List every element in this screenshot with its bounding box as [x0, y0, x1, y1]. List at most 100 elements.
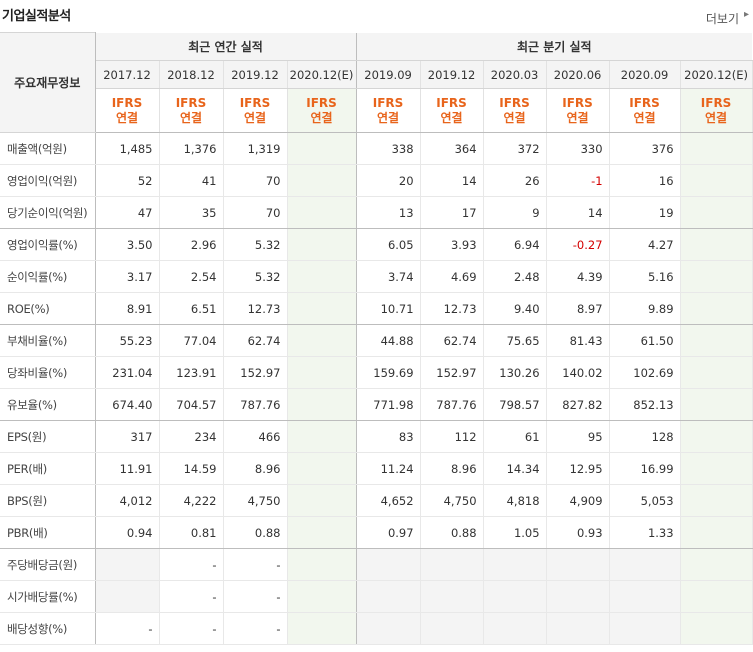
- ifrs-label: IFRS 연결: [159, 88, 224, 133]
- table-cell: 70: [223, 196, 288, 229]
- table-cell: [680, 548, 753, 581]
- section-title: 기업실적분석: [2, 9, 71, 24]
- table-cell: 81.43: [546, 324, 610, 357]
- table-cell: 5.32: [223, 260, 288, 293]
- row-label: 주당배당금(원): [0, 548, 96, 581]
- quarter-period-header: 2020.09: [609, 60, 681, 89]
- ifrs-label: IFRS 연결: [420, 88, 484, 133]
- table-cell: [680, 132, 753, 165]
- table-cell: 4,909: [546, 484, 610, 517]
- table-cell: [95, 580, 160, 613]
- ifrs-label: IFRS 연결: [680, 88, 753, 133]
- table-cell: [287, 196, 357, 229]
- table-cell: 5.32: [223, 228, 288, 261]
- period-header-row: 2017.12 2018.12 2019.12 2020.12(E) 2019.09 20…: [0, 60, 753, 89]
- row-label: 순이익률(%): [0, 260, 96, 293]
- quarter-period-header: 2020.03: [483, 60, 547, 89]
- table-cell: 14: [420, 164, 484, 197]
- table-cell: 102.69: [609, 356, 681, 389]
- table-cell: [287, 484, 357, 517]
- row-label-header: 주요재무정보: [0, 32, 96, 133]
- table-cell: 787.76: [420, 388, 484, 421]
- table-cell: -: [159, 612, 224, 645]
- table-cell: 13: [356, 196, 421, 229]
- ifrs-bottom-label: 연결: [633, 110, 656, 125]
- table-cell: 704.57: [159, 388, 224, 421]
- table-row: 당기순이익(억원) 47 35 70 13 17 9 14 19: [0, 196, 753, 229]
- table-cell: 55.23: [95, 324, 160, 357]
- ifrs-top-label: IFRS: [306, 95, 337, 110]
- table-cell: [680, 228, 753, 261]
- table-cell: 6.94: [483, 228, 547, 261]
- row-label: 매출액(억원): [0, 132, 96, 165]
- table-cell: 8.96: [223, 452, 288, 485]
- ifrs-top-label: IFRS: [629, 95, 660, 110]
- ifrs-top-label: IFRS: [111, 95, 143, 110]
- table-cell: 466: [223, 420, 288, 453]
- quarter-period-header: 2019.12: [420, 60, 484, 89]
- table-cell: -1: [546, 164, 610, 197]
- table-cell: [680, 484, 753, 517]
- table-cell: -: [223, 612, 288, 645]
- ifrs-top-label: IFRS: [372, 95, 404, 110]
- row-label: EPS(원): [0, 420, 96, 453]
- table-cell: 827.82: [546, 388, 610, 421]
- table-row: BPS(원) 4,012 4,222 4,750 4,652 4,750 4,818 4,90…: [0, 484, 753, 517]
- table-cell: 19: [609, 196, 681, 229]
- row-label: 유보율(%): [0, 388, 96, 421]
- table-body: 매출액(억원) 1,485 1,376 1,319 338 364 372 330 376 영업이…: [0, 132, 753, 645]
- ifrs-label: IFRS 연결: [356, 88, 421, 133]
- annual-period-header: 2018.12: [159, 60, 224, 89]
- table-cell: 3.93: [420, 228, 484, 261]
- table-cell: 852.13: [609, 388, 681, 421]
- ifrs-bottom-label: 연결: [115, 110, 139, 125]
- table-cell: [680, 420, 753, 453]
- table-cell: [680, 260, 753, 293]
- table-cell: [420, 612, 484, 645]
- ifrs-bottom-label: 연결: [503, 110, 526, 125]
- annual-period-header: 2020.12(E): [287, 60, 357, 89]
- table-row: 배당성향(%) - - -: [0, 612, 753, 645]
- ifrs-bottom-label: 연결: [377, 110, 400, 125]
- table-cell: 12.95: [546, 452, 610, 485]
- ifrs-bottom-label: 연결: [310, 110, 333, 125]
- table-cell: [95, 548, 160, 581]
- table-row: 순이익률(%) 3.17 2.54 5.32 3.74 4.69 2.48 4.39 5.16: [0, 260, 753, 293]
- quarter-period-header: 2019.09: [356, 60, 421, 89]
- table-cell: 3.17: [95, 260, 160, 293]
- table-cell: [287, 548, 357, 581]
- row-label: 부채비율(%): [0, 324, 96, 357]
- table-cell: 3.50: [95, 228, 160, 261]
- table-cell: 52: [95, 164, 160, 197]
- table-cell: [680, 164, 753, 197]
- table-cell: 4,222: [159, 484, 224, 517]
- ifrs-bottom-label: 연결: [705, 110, 728, 125]
- ifrs-label: IFRS 연결: [483, 88, 547, 133]
- table-cell: 2.48: [483, 260, 547, 293]
- table-cell: 62.74: [223, 324, 288, 357]
- table-cell: [546, 548, 610, 581]
- ifrs-label: IFRS 연결: [546, 88, 610, 133]
- table-cell: 44.88: [356, 324, 421, 357]
- table-cell: 77.04: [159, 324, 224, 357]
- table-row: 영업이익률(%) 3.50 2.96 5.32 6.05 3.93 6.94 -0.27 4.2…: [0, 228, 753, 261]
- table-cell: 6.05: [356, 228, 421, 261]
- table-cell: [609, 548, 681, 581]
- table-cell: 70: [223, 164, 288, 197]
- table-cell: 4,818: [483, 484, 547, 517]
- more-link[interactable]: 더보기: [705, 12, 739, 26]
- table-cell: 26: [483, 164, 547, 197]
- ifrs-bottom-label: 연결: [440, 110, 463, 125]
- row-label: 당기순이익(억원): [0, 196, 96, 229]
- table-cell: 8.97: [546, 292, 610, 325]
- chevron-right-icon[interactable]: ▸: [743, 9, 749, 20]
- ifrs-header-row: IFRS 연결 IFRS 연결 IFRS 연결 IFRS 연결 IFRS 연결 IFRS 연결 IFRS…: [0, 88, 753, 133]
- table-cell: 1,376: [159, 132, 224, 165]
- table-cell: 4.69: [420, 260, 484, 293]
- table-cell: [287, 324, 357, 357]
- table-cell: 9: [483, 196, 547, 229]
- table-cell: 9.89: [609, 292, 681, 325]
- table-cell: [287, 580, 357, 613]
- table-cell: [287, 260, 357, 293]
- ifrs-top-label: IFRS: [700, 95, 732, 110]
